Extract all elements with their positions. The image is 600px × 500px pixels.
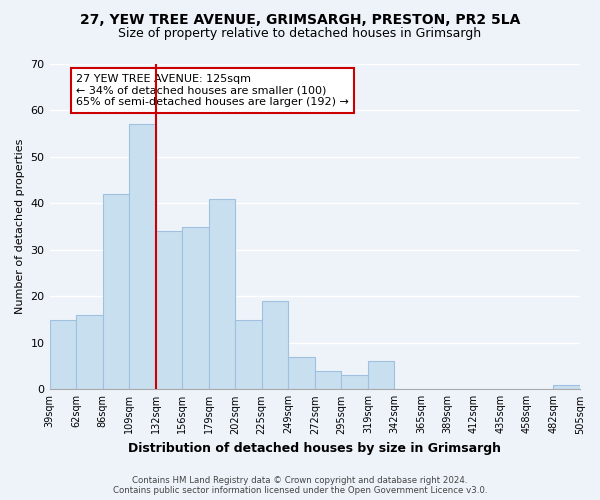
Bar	[129, 124, 155, 390]
Bar	[50, 320, 76, 390]
Bar	[288, 357, 315, 390]
Bar	[155, 232, 182, 390]
Bar	[315, 370, 341, 390]
Bar	[182, 226, 209, 390]
Bar	[341, 376, 368, 390]
Text: Contains HM Land Registry data © Crown copyright and database right 2024.
Contai: Contains HM Land Registry data © Crown c…	[113, 476, 487, 495]
Text: 27, YEW TREE AVENUE, GRIMSARGH, PRESTON, PR2 5LA: 27, YEW TREE AVENUE, GRIMSARGH, PRESTON,…	[80, 12, 520, 26]
Bar	[262, 301, 288, 390]
Bar	[76, 315, 103, 390]
X-axis label: Distribution of detached houses by size in Grimsargh: Distribution of detached houses by size …	[128, 442, 501, 455]
Bar	[209, 199, 235, 390]
Text: Size of property relative to detached houses in Grimsargh: Size of property relative to detached ho…	[118, 28, 482, 40]
Bar	[235, 320, 262, 390]
Bar	[368, 362, 394, 390]
Bar	[553, 384, 580, 390]
Bar	[103, 194, 129, 390]
Text: 27 YEW TREE AVENUE: 125sqm
← 34% of detached houses are smaller (100)
65% of sem: 27 YEW TREE AVENUE: 125sqm ← 34% of deta…	[76, 74, 349, 107]
Y-axis label: Number of detached properties: Number of detached properties	[15, 139, 25, 314]
